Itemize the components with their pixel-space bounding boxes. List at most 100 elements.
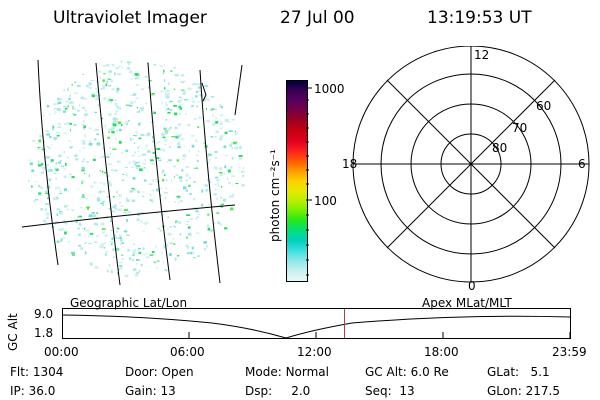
emission-pixel bbox=[45, 164, 50, 166]
emission-pixel bbox=[81, 196, 86, 198]
emission-pixel bbox=[116, 160, 121, 163]
emission-pixel bbox=[164, 174, 166, 176]
emission-pixel bbox=[114, 118, 119, 120]
emission-pixel bbox=[198, 86, 202, 89]
emission-pixel bbox=[71, 221, 73, 224]
emission-pixel bbox=[197, 83, 202, 86]
emission-pixel bbox=[88, 214, 93, 217]
emission-pixel bbox=[173, 243, 176, 245]
time-tick-0000: 00:00 bbox=[44, 345, 79, 359]
emission-pixel bbox=[46, 105, 50, 108]
emission-pixel bbox=[109, 99, 113, 102]
alt-tick-9: 9.0 bbox=[34, 307, 54, 321]
emission-pixel bbox=[175, 174, 179, 176]
emission-pixel bbox=[135, 97, 139, 99]
emission-pixel bbox=[221, 203, 224, 205]
emission-pixel bbox=[114, 103, 118, 106]
emission-pixel bbox=[75, 221, 78, 223]
emission-pixel bbox=[44, 208, 48, 211]
emission-pixel bbox=[166, 161, 168, 163]
emission-pixel bbox=[241, 170, 245, 173]
emission-pixel bbox=[193, 181, 196, 183]
emission-pixel bbox=[109, 74, 111, 76]
emission-pixel bbox=[156, 260, 160, 262]
time-label: 13:19:53 UT bbox=[427, 8, 532, 28]
emission-pixel bbox=[88, 86, 92, 89]
emission-pixel bbox=[206, 205, 208, 207]
emission-pixel bbox=[105, 215, 109, 218]
emission-pixel bbox=[86, 84, 89, 88]
emission-pixel bbox=[55, 177, 57, 180]
emission-pixel bbox=[112, 127, 116, 130]
emission-pixel bbox=[150, 200, 154, 203]
emission-pixel bbox=[207, 99, 210, 102]
emission-pixel bbox=[178, 201, 180, 204]
emission-pixel bbox=[63, 132, 67, 134]
emission-pixel bbox=[132, 188, 136, 191]
emission-pixel bbox=[207, 154, 210, 158]
emission-pixel bbox=[136, 107, 139, 109]
emission-pixel bbox=[171, 180, 173, 182]
meridian-line bbox=[95, 62, 121, 286]
emission-pixel bbox=[46, 146, 50, 148]
emission-pixel bbox=[121, 179, 125, 182]
emission-pixel bbox=[102, 85, 105, 88]
emission-pixel bbox=[162, 178, 165, 182]
emission-pixel bbox=[191, 97, 194, 100]
emission-pixel bbox=[102, 204, 104, 206]
emission-pixel bbox=[81, 180, 85, 183]
alt-tick-1.8: 1.8 bbox=[34, 326, 54, 340]
emission-pixel bbox=[81, 167, 85, 170]
emission-pixel bbox=[169, 226, 172, 228]
emission-pixel bbox=[93, 214, 96, 218]
emission-pixel bbox=[110, 79, 113, 83]
emission-pixel bbox=[54, 111, 57, 113]
emission-pixel bbox=[115, 208, 119, 211]
emission-pixel bbox=[118, 128, 122, 132]
emission-pixel bbox=[148, 183, 153, 185]
emission-pixel bbox=[164, 131, 168, 135]
emission-pixel bbox=[181, 138, 185, 140]
emission-pixel bbox=[46, 185, 51, 189]
uv-image bbox=[21, 59, 246, 286]
emission-pixel bbox=[178, 123, 181, 127]
emission-pixel bbox=[37, 146, 41, 148]
emission-pixel bbox=[110, 230, 113, 231]
emission-pixel bbox=[77, 109, 80, 112]
emission-pixel bbox=[195, 210, 200, 213]
meridian-line bbox=[234, 64, 243, 116]
emission-pixel bbox=[55, 196, 59, 200]
emission-pixel bbox=[71, 112, 76, 115]
altitude-curve bbox=[62, 314, 571, 339]
mlt-label-0: 0 bbox=[468, 279, 476, 293]
emission-pixel bbox=[74, 92, 78, 94]
emission-pixel bbox=[135, 162, 140, 164]
emission-pixel bbox=[150, 159, 154, 162]
emission-pixel bbox=[59, 229, 63, 231]
emission-pixel bbox=[68, 240, 70, 243]
emission-pixel bbox=[142, 230, 145, 232]
emission-pixel bbox=[227, 169, 231, 173]
emission-pixel bbox=[181, 80, 186, 83]
emission-pixel bbox=[203, 142, 206, 145]
emission-pixel bbox=[156, 147, 161, 151]
emission-pixel bbox=[88, 242, 92, 245]
emission-pixel bbox=[99, 156, 102, 158]
emission-pixel bbox=[219, 167, 222, 170]
emission-pixel bbox=[227, 177, 229, 181]
emission-pixel bbox=[202, 99, 206, 102]
emission-pixel bbox=[162, 72, 164, 75]
emission-pixel bbox=[75, 219, 79, 221]
emission-pixel bbox=[108, 131, 110, 134]
emission-pixel bbox=[94, 222, 98, 226]
emission-pixel bbox=[164, 192, 169, 194]
emission-pixel bbox=[142, 162, 146, 165]
emission-pixel bbox=[153, 111, 157, 114]
emission-pixel bbox=[139, 168, 143, 172]
emission-pixel bbox=[188, 149, 190, 153]
emission-pixel bbox=[189, 193, 192, 195]
emission-pixel bbox=[96, 199, 101, 202]
emission-pixel bbox=[104, 124, 107, 128]
emission-pixel bbox=[173, 88, 176, 90]
emission-pixel bbox=[112, 248, 114, 251]
